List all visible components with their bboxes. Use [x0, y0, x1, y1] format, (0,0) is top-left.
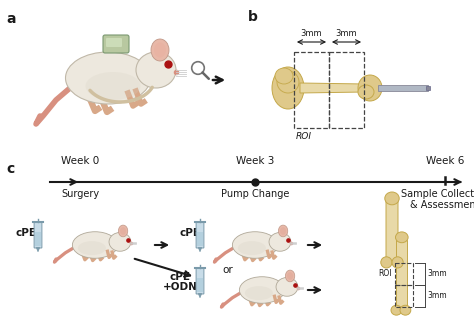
FancyBboxPatch shape — [386, 198, 398, 262]
Text: or: or — [223, 265, 233, 275]
FancyBboxPatch shape — [196, 268, 204, 294]
Ellipse shape — [278, 225, 288, 237]
Ellipse shape — [109, 232, 131, 251]
Text: Week 6: Week 6 — [426, 156, 464, 166]
Polygon shape — [36, 248, 40, 252]
Ellipse shape — [120, 227, 126, 235]
Ellipse shape — [385, 192, 399, 205]
Bar — [36, 232, 41, 246]
Polygon shape — [198, 248, 202, 252]
Text: +ODN: +ODN — [163, 282, 198, 292]
Text: Week 0: Week 0 — [61, 156, 99, 166]
Text: c: c — [6, 162, 14, 176]
Text: Surgery: Surgery — [61, 189, 99, 199]
Ellipse shape — [400, 305, 411, 315]
Bar — [329, 52, 364, 128]
Ellipse shape — [151, 39, 169, 61]
Bar — [198, 232, 202, 246]
Text: cPE: cPE — [16, 228, 37, 238]
FancyBboxPatch shape — [34, 222, 42, 248]
Ellipse shape — [272, 67, 304, 109]
Text: Sample Collection: Sample Collection — [401, 189, 474, 199]
Text: 3mm: 3mm — [301, 29, 322, 38]
Text: cPE: cPE — [180, 228, 201, 238]
Text: b: b — [248, 10, 258, 24]
Polygon shape — [396, 240, 407, 308]
Ellipse shape — [395, 232, 408, 243]
Circle shape — [191, 62, 204, 74]
Text: Week 3: Week 3 — [236, 156, 274, 166]
Ellipse shape — [118, 225, 128, 237]
Ellipse shape — [78, 241, 106, 255]
FancyBboxPatch shape — [196, 222, 204, 248]
Ellipse shape — [285, 270, 295, 282]
Text: 3mm: 3mm — [336, 29, 357, 38]
Text: 3mm: 3mm — [427, 270, 447, 279]
Ellipse shape — [73, 232, 118, 258]
Ellipse shape — [358, 75, 382, 101]
Ellipse shape — [238, 241, 266, 255]
Bar — [395, 263, 413, 285]
Bar — [294, 52, 329, 128]
Text: 3mm: 3mm — [427, 291, 447, 300]
Text: ROI: ROI — [296, 132, 312, 141]
Text: Pump Change: Pump Change — [221, 189, 289, 199]
Ellipse shape — [276, 278, 298, 296]
Ellipse shape — [358, 85, 374, 99]
Bar — [378, 85, 428, 91]
Ellipse shape — [287, 272, 293, 280]
Text: cPE: cPE — [170, 272, 191, 282]
Ellipse shape — [392, 257, 403, 268]
FancyBboxPatch shape — [103, 35, 129, 53]
Text: a: a — [6, 12, 16, 26]
Ellipse shape — [381, 257, 392, 268]
Bar — [426, 86, 430, 90]
Ellipse shape — [239, 277, 284, 303]
Polygon shape — [198, 293, 202, 298]
Text: & Assessment: & Assessment — [410, 200, 474, 210]
Ellipse shape — [245, 286, 273, 300]
Ellipse shape — [85, 72, 140, 100]
Bar — [198, 278, 202, 292]
Text: ROI: ROI — [379, 270, 392, 279]
Ellipse shape — [154, 43, 166, 58]
Polygon shape — [300, 83, 365, 93]
Ellipse shape — [277, 71, 299, 93]
Bar — [395, 285, 413, 307]
Ellipse shape — [65, 52, 151, 104]
Ellipse shape — [269, 232, 291, 251]
Ellipse shape — [136, 52, 176, 88]
FancyBboxPatch shape — [106, 38, 122, 47]
Ellipse shape — [232, 232, 278, 258]
Ellipse shape — [391, 305, 402, 315]
Ellipse shape — [275, 68, 293, 84]
Ellipse shape — [280, 227, 286, 235]
